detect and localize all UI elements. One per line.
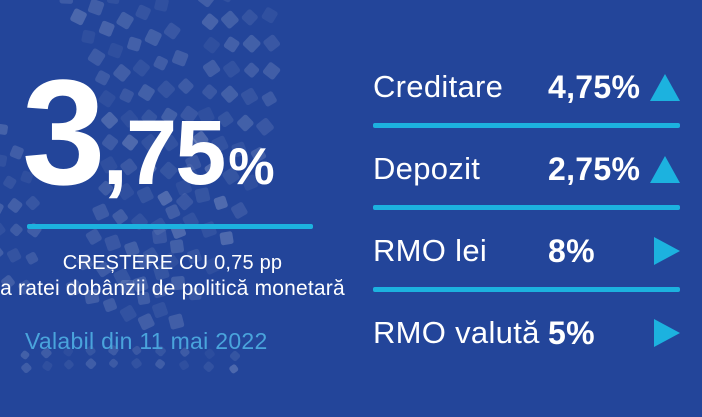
rate-row: RMO valută 5% [373,306,680,360]
policy-rate-panel: 3,75% CREȘTERE CU 0,75 pp a ratei dobânz… [0,57,345,354]
rate-change-description: CREȘTERE CU 0,75 pp a ratei dobânzii de … [0,251,345,301]
row-divider [373,205,680,210]
trend-unchanged-icon [648,237,680,265]
rate-change-line2: a ratei dobânzii de politică monetară [0,277,345,300]
rate-row: Depozit 2,75% [373,142,680,196]
rate-label: Depozit [373,151,481,186]
right-triangle-icon [654,319,680,347]
up-triangle-icon [650,155,680,183]
rate-row: RMO lei 8% [373,224,680,278]
policy-rate-value: 3,75% [22,57,275,207]
trend-up-icon [648,155,680,183]
rate-value: 4,75% [548,68,641,105]
policy-rate-decimal: ,75 [102,102,226,204]
right-triangle-icon [654,237,680,265]
row-divider [373,123,680,128]
rate-change-line1: CREȘTERE CU 0,75 pp [62,252,283,274]
accent-underline [27,224,313,229]
rate-label: RMO lei [373,233,488,268]
rate-value: 5% [548,314,595,351]
policy-rate-integer: 3 [22,48,105,216]
rate-value: 2,75% [548,150,641,187]
rate-label: RMO valută [373,315,540,350]
trend-up-icon [648,73,680,101]
rate-row: Creditare 4,75% [373,60,680,114]
validity-note: Valabil din 11 mai 2022 [25,328,268,354]
percent-sign: % [228,138,275,196]
row-divider [373,287,680,292]
rates-table: Creditare 4,75% Depozit 2,75% RMO lei 8% RMO v… [351,0,702,417]
rate-label: Creditare [373,69,504,104]
trend-unchanged-icon [648,319,680,347]
rate-value: 8% [548,232,595,269]
up-triangle-icon [650,73,680,101]
